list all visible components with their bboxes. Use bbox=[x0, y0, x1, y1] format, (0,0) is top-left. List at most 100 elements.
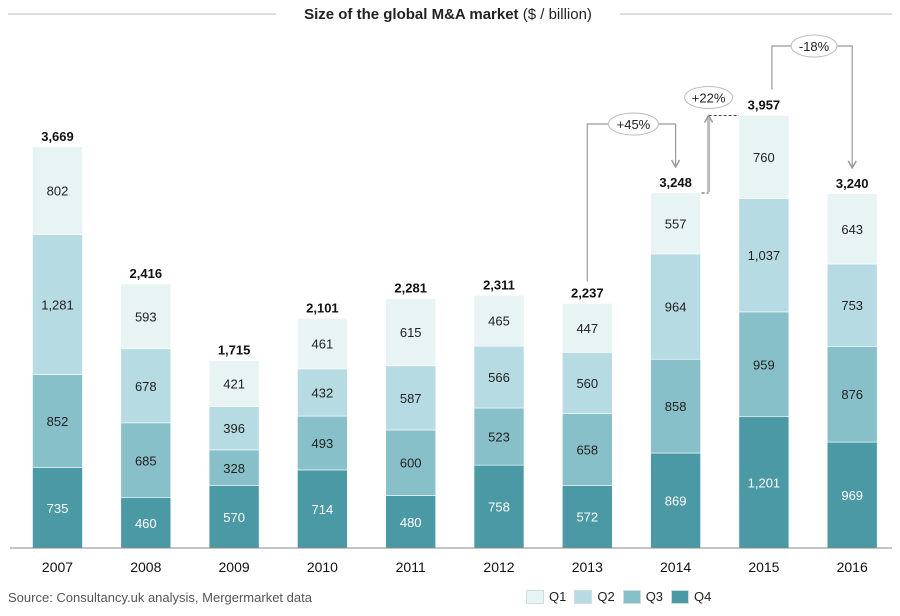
growth-2014-2015-bubble bbox=[684, 85, 734, 109]
data-label-2007-q4: 735 bbox=[47, 501, 69, 516]
bar-2010-q3 bbox=[297, 415, 348, 471]
source-note: Source: Consultancy.uk analysis, Mergerm… bbox=[8, 590, 312, 605]
data-label-2008-q4: 460 bbox=[135, 516, 157, 531]
growth-arrowhead-2015-2016 bbox=[847, 160, 857, 170]
total-label-2008: 2,416 bbox=[130, 266, 163, 281]
total-label-2012: 2,311 bbox=[483, 277, 515, 292]
bar-2016-q2 bbox=[826, 263, 878, 347]
bar-2015-q1 bbox=[738, 115, 790, 199]
bar-2014-q4 bbox=[650, 452, 701, 549]
legend-label-q4: Q4 bbox=[694, 589, 712, 604]
x-tick-2012: 2012 bbox=[483, 559, 514, 575]
bar-2008-q3 bbox=[120, 422, 172, 499]
total-label-2007: 3,669 bbox=[41, 129, 74, 144]
data-label-2011-q2: 587 bbox=[400, 391, 422, 406]
bar-2007-q1 bbox=[32, 146, 83, 235]
data-label-2008-q2: 678 bbox=[135, 379, 157, 394]
data-label-2011-q1: 615 bbox=[400, 325, 422, 340]
bar-2007-q2 bbox=[32, 234, 83, 375]
legend-label-q3: Q3 bbox=[645, 589, 664, 604]
total-label-2013: 2,237 bbox=[571, 285, 604, 300]
data-label-2016-q2: 753 bbox=[841, 298, 863, 313]
data-label-2014-q2: 964 bbox=[665, 300, 687, 315]
bar-2015-q3 bbox=[738, 311, 790, 418]
legend-swatch-q1 bbox=[526, 589, 544, 604]
bar-2015-q4 bbox=[738, 416, 790, 549]
data-label-2016-q1: 643 bbox=[841, 222, 863, 237]
data-label-2015-q4: 1,201 bbox=[748, 475, 781, 490]
data-label-2011-q4: 480 bbox=[400, 515, 422, 530]
data-label-2013-q2: 560 bbox=[576, 376, 598, 391]
data-label-2014-q4: 869 bbox=[665, 494, 687, 509]
growth-arrowhead-2014-2015 bbox=[703, 113, 714, 123]
growth-2015-2016-label: -18% bbox=[799, 39, 830, 54]
data-label-2009-q3: 328 bbox=[223, 461, 245, 476]
bar-2011-q3 bbox=[385, 429, 437, 496]
growth-2015-2016-bubble bbox=[790, 34, 838, 58]
total-label-2010: 2,101 bbox=[306, 300, 339, 315]
bar-2008-q1 bbox=[120, 283, 172, 350]
bar-2012-q2 bbox=[473, 345, 525, 409]
bar-2016-q1 bbox=[826, 193, 878, 265]
data-label-2014-q1: 557 bbox=[665, 216, 687, 231]
x-tick-2009: 2009 bbox=[219, 559, 250, 575]
total-label-2011: 2,281 bbox=[394, 281, 427, 296]
chart-title-main: Size of the global M&A market bbox=[304, 6, 518, 23]
bar-2011-q4 bbox=[385, 495, 437, 549]
bar-2012-q4 bbox=[473, 464, 525, 549]
chart-title-unit: ($ / billion) bbox=[519, 6, 592, 23]
growth-2013-2014-label: +45% bbox=[617, 117, 651, 132]
bar-2015-q2 bbox=[738, 198, 790, 313]
data-label-2013-q4: 572 bbox=[576, 510, 598, 525]
data-label-2011-q3: 600 bbox=[400, 456, 422, 471]
legend-item-q1: Q1 bbox=[526, 589, 566, 604]
data-label-2012-q3: 523 bbox=[488, 430, 510, 445]
x-tick-2016: 2016 bbox=[837, 559, 868, 575]
bar-2013-q4 bbox=[561, 485, 613, 549]
data-label-2010-q4: 714 bbox=[312, 502, 334, 517]
growth-2014-2015-label: +22% bbox=[692, 90, 726, 105]
data-label-2007-q1: 802 bbox=[47, 184, 69, 199]
bar-2007-q4 bbox=[32, 467, 83, 549]
bar-2013-q3 bbox=[561, 413, 613, 486]
legend-swatch-q4 bbox=[671, 589, 690, 604]
total-label-2014: 3,248 bbox=[659, 175, 692, 190]
data-label-2012-q2: 566 bbox=[488, 370, 510, 385]
x-tick-2010: 2010 bbox=[307, 559, 338, 575]
data-label-2016-q4: 969 bbox=[841, 488, 863, 503]
data-label-2015-q2: 1,037 bbox=[748, 248, 781, 263]
data-label-2013-q1: 447 bbox=[576, 321, 598, 336]
x-tick-labels: 2007 2008 2009 2010 2011 2012 2013 2014 2015 2016 bbox=[42, 559, 868, 575]
x-tick-2013: 2013 bbox=[572, 559, 603, 575]
data-label-2012-q4: 758 bbox=[488, 500, 510, 515]
bar-2010-q1 bbox=[297, 318, 348, 370]
bar-2012-q3 bbox=[473, 407, 525, 466]
data-label-2015-q1: 760 bbox=[753, 150, 775, 165]
data-label-2010-q3: 493 bbox=[312, 436, 334, 451]
data-label-2008-q3: 685 bbox=[135, 453, 157, 468]
x-tick-2011: 2011 bbox=[396, 559, 426, 575]
growth-2013-2014-bubble bbox=[607, 112, 659, 136]
legend-label-q2: Q2 bbox=[597, 589, 615, 604]
bar-2013-q2 bbox=[561, 352, 613, 414]
data-label-2007-q3: 852 bbox=[47, 414, 69, 429]
bar-2010-q2 bbox=[297, 368, 348, 417]
data-label-2014-q3: 858 bbox=[665, 399, 687, 414]
total-label-2015: 3,957 bbox=[748, 97, 781, 112]
bar-2011-q1 bbox=[385, 298, 437, 367]
chart-title: Size of the global M&A market ($ / billi… bbox=[304, 6, 592, 23]
data-label-2007-q2: 1,281 bbox=[41, 298, 74, 313]
data-label-2015-q3: 959 bbox=[753, 357, 775, 372]
data-label-2013-q3: 658 bbox=[576, 443, 598, 458]
bar-2013-q1 bbox=[561, 303, 613, 353]
total-label-2009: 1,715 bbox=[218, 343, 251, 358]
bar-2008-q4 bbox=[120, 497, 172, 549]
total-label-2016: 3,240 bbox=[836, 176, 869, 191]
bars-group: 735 852 1,281 802 3,669 460 685 678 593 2,416 570 3… bbox=[32, 97, 878, 549]
data-label-2009-q2: 396 bbox=[223, 421, 245, 436]
bar-2016-q3 bbox=[826, 346, 878, 443]
bar-2012-q1 bbox=[473, 294, 525, 347]
legend: Q1 Q2 Q3 Q4 bbox=[526, 589, 711, 604]
bar-2016-q4 bbox=[826, 441, 878, 549]
bar-2014-q2 bbox=[650, 253, 701, 360]
